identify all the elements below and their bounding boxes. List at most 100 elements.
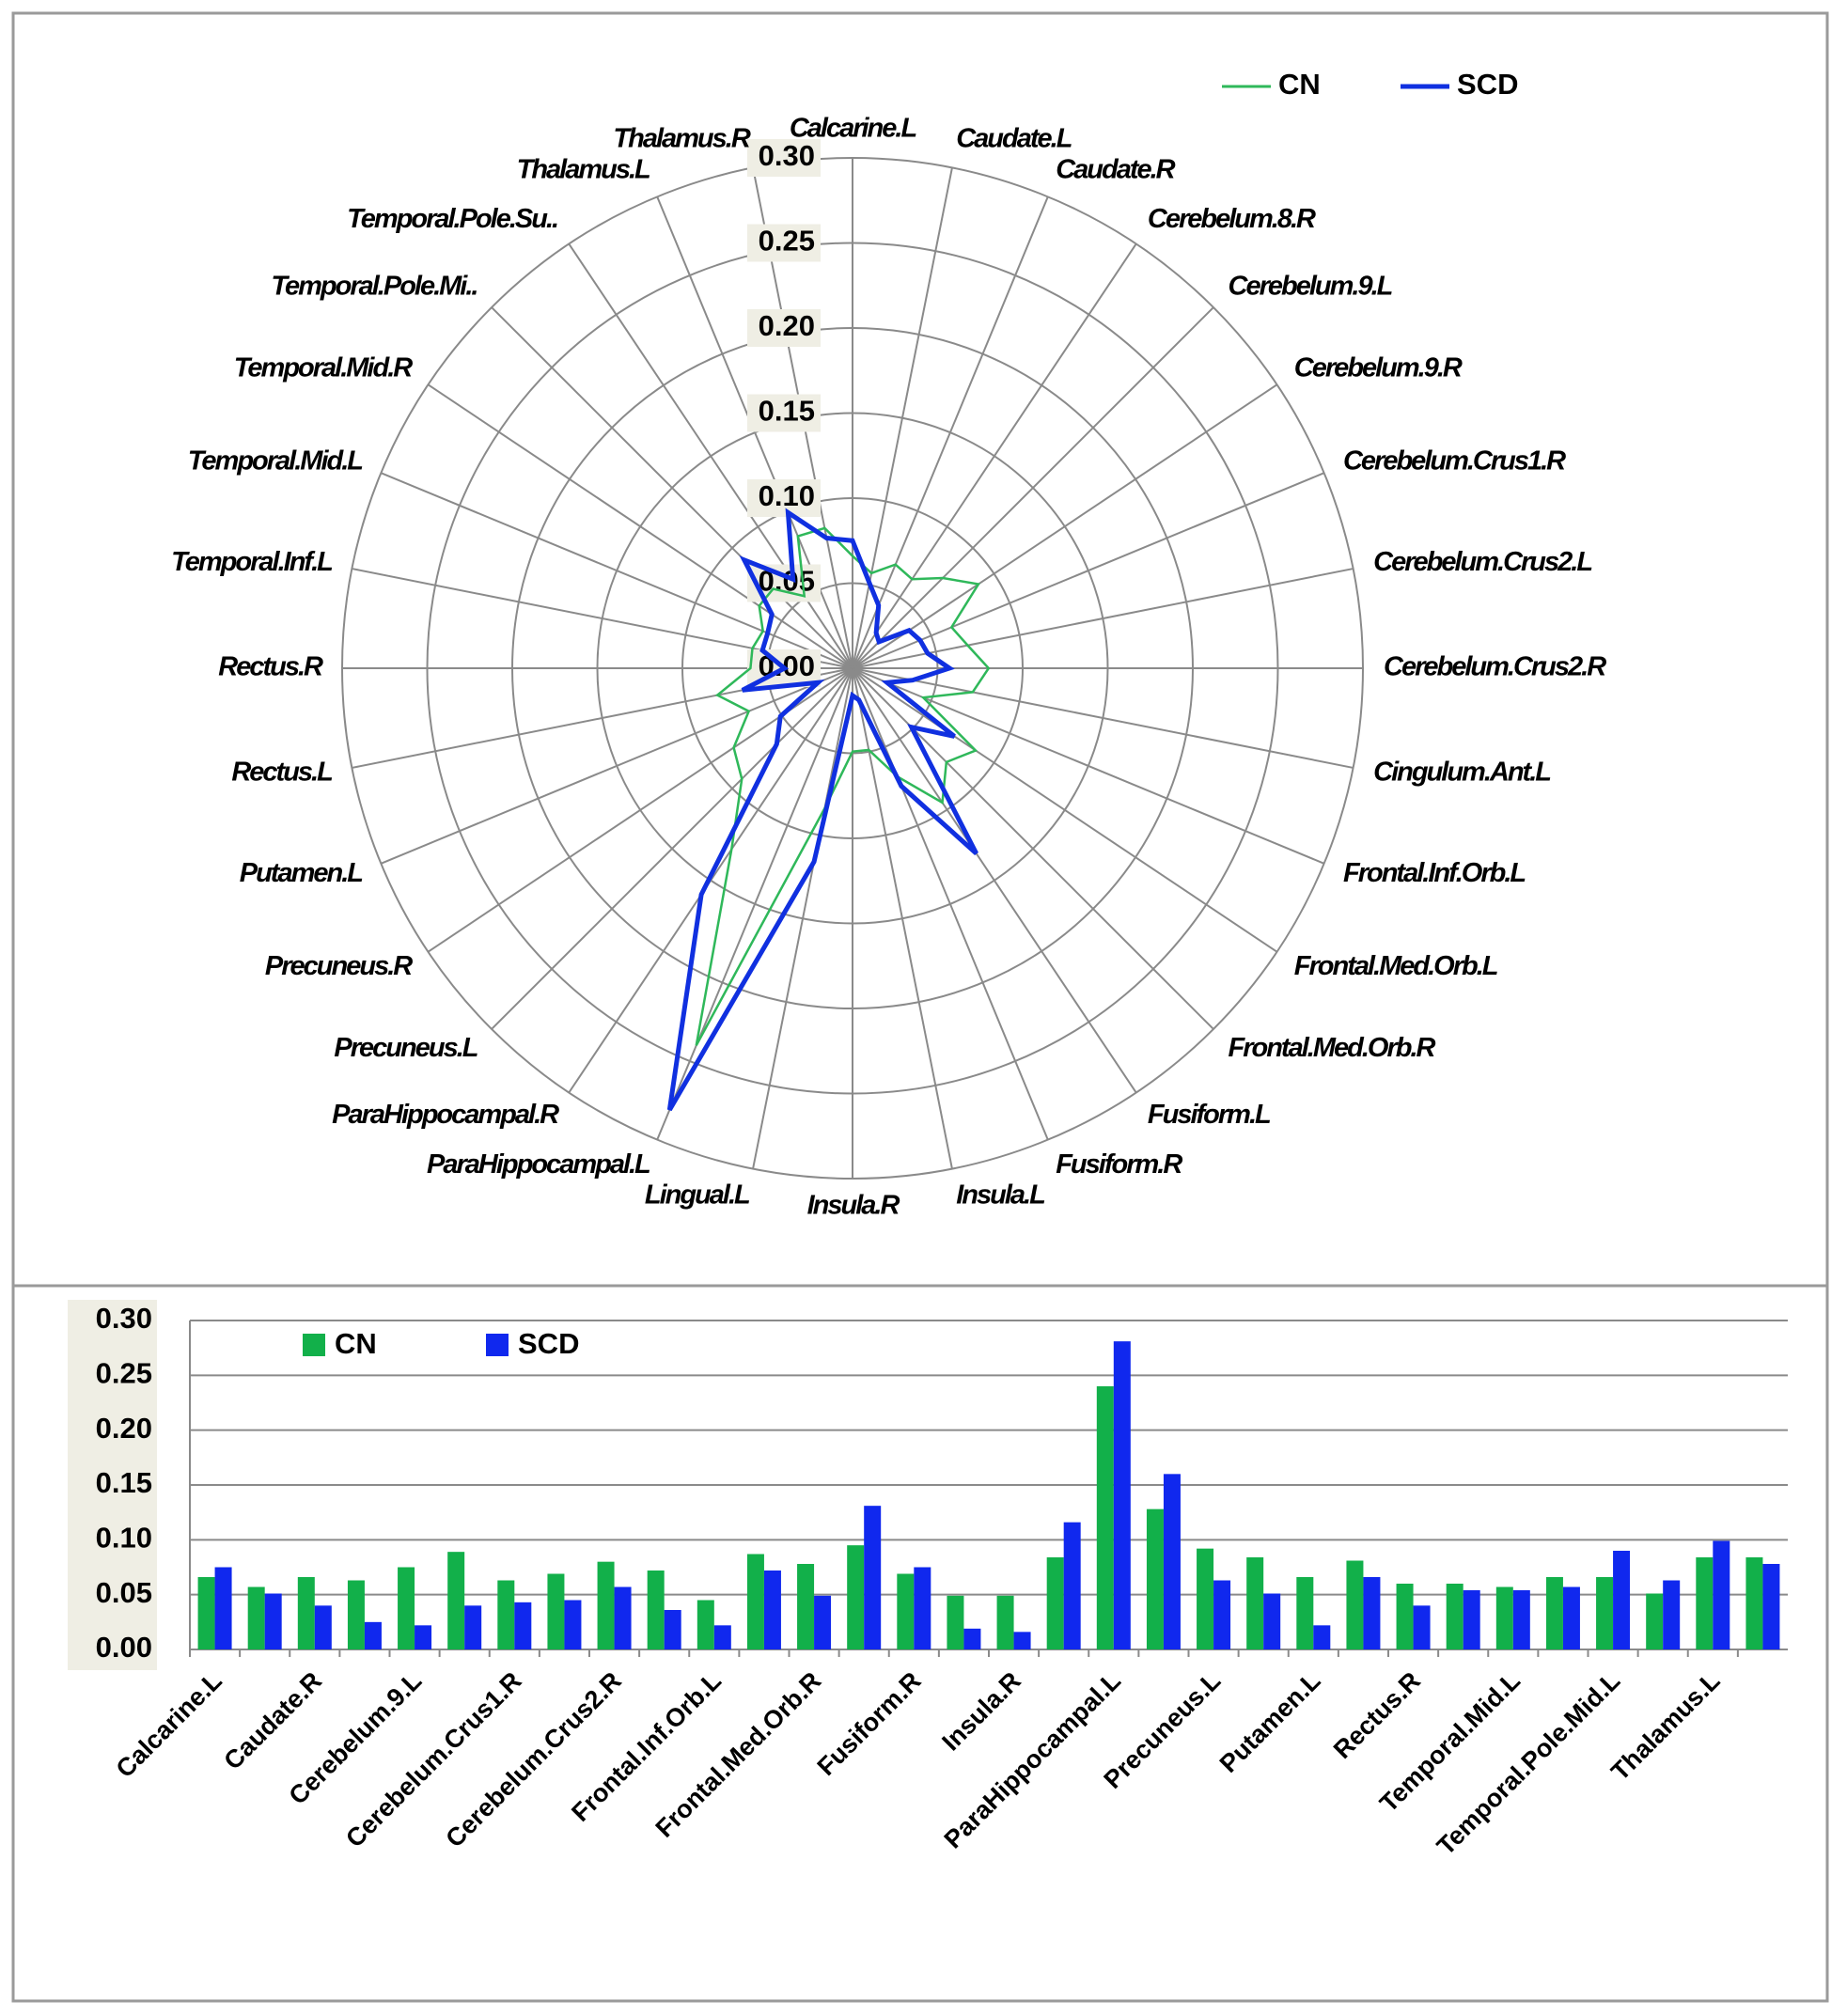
spoke	[852, 383, 1278, 669]
bar	[1495, 1586, 1513, 1649]
tick-bg	[68, 1300, 157, 1670]
bar	[1762, 1564, 1780, 1649]
tick-bg	[747, 564, 821, 602]
bar	[1346, 1560, 1364, 1649]
spoke	[380, 472, 853, 669]
y-tick-label: 0.30	[96, 1302, 152, 1335]
bar	[264, 1593, 282, 1649]
bar	[1063, 1522, 1081, 1649]
bar	[897, 1573, 915, 1649]
bar	[1713, 1540, 1730, 1649]
bar	[1613, 1551, 1631, 1649]
bar	[864, 1506, 882, 1649]
category-label: Precuneus.R	[265, 951, 413, 981]
spoke	[852, 195, 1049, 669]
bar	[1413, 1605, 1431, 1649]
bar	[1113, 1341, 1131, 1649]
bar	[347, 1580, 365, 1649]
bar	[947, 1595, 964, 1649]
category-label: Insula.L	[956, 1180, 1045, 1211]
bar	[1213, 1580, 1231, 1649]
bar	[1696, 1557, 1714, 1649]
category-label: Cerebelum.8.R	[1148, 204, 1316, 234]
bar	[664, 1610, 681, 1649]
y-tick-label: 0.10	[759, 479, 815, 512]
bar	[1096, 1386, 1114, 1649]
spoke	[852, 667, 1278, 953]
bar	[314, 1605, 332, 1649]
bar	[1197, 1548, 1214, 1649]
spoke	[852, 667, 1049, 1141]
bar	[497, 1580, 515, 1649]
bar	[914, 1567, 931, 1649]
bar	[197, 1577, 215, 1649]
bar	[214, 1567, 232, 1649]
legend-label: SCD	[1457, 68, 1518, 101]
category-label: Thalamus.L	[517, 154, 650, 184]
y-tick-label: 0.00	[96, 1631, 152, 1664]
legend-label: CN	[1278, 68, 1321, 101]
bar	[614, 1586, 632, 1649]
category-label: Cerebelum.9.R	[1294, 352, 1463, 383]
spoke	[852, 667, 1137, 1094]
bar	[364, 1621, 382, 1649]
category-label: Rectus.L	[231, 757, 333, 787]
legend-label: SCD	[518, 1327, 579, 1360]
category-label: ParaHippocampal.R	[332, 1100, 559, 1130]
y-tick-label: 0.05	[96, 1576, 152, 1609]
bar	[713, 1625, 731, 1649]
bar	[1313, 1625, 1331, 1649]
y-tick-label: 0.10	[96, 1522, 152, 1555]
tick-bg	[747, 224, 821, 262]
spoke	[656, 667, 853, 1141]
category-label: Cerebelum.Crus1.R	[1343, 445, 1566, 476]
tick-bg	[747, 479, 821, 517]
legend-label: CN	[335, 1327, 377, 1360]
spoke	[852, 306, 1214, 669]
bar	[1263, 1593, 1281, 1649]
category-label: ParaHippocampal.L	[427, 1149, 650, 1180]
bar	[1296, 1577, 1314, 1649]
category-label: Cerebelum.9.L	[1229, 271, 1393, 301]
bar	[1046, 1557, 1064, 1649]
category-label: Cerebelum.Crus2.R	[1384, 652, 1606, 682]
bar	[1013, 1632, 1031, 1649]
y-tick-label: 0.30	[759, 139, 815, 172]
spoke	[491, 306, 853, 669]
bar	[746, 1554, 764, 1649]
category-label: Lingual.L	[645, 1180, 750, 1211]
bar	[647, 1571, 665, 1649]
category-label: Calcarine.L	[790, 114, 917, 144]
bar	[797, 1564, 815, 1649]
category-label: Cerebelum.Crus2.L	[1373, 547, 1592, 577]
legend-swatch	[486, 1334, 509, 1356]
category-label: Putamen.L	[240, 858, 364, 888]
bar	[814, 1595, 832, 1649]
category-label: Caudate.L	[956, 124, 1072, 154]
bar	[1545, 1577, 1563, 1649]
category-label: Cingulum.Ant.L	[1373, 757, 1551, 787]
category-label: Temporal.Mid.R	[234, 352, 413, 383]
bar	[398, 1567, 415, 1649]
category-label: Temporal.Pole.Mi..	[271, 271, 477, 301]
tick-bg	[747, 139, 821, 177]
category-label: Fusiform.R	[1056, 1149, 1182, 1180]
category-label: Precuneus.L	[334, 1033, 477, 1063]
bar	[1396, 1584, 1414, 1649]
legend-swatch	[303, 1334, 325, 1356]
tick-bg	[747, 394, 821, 432]
category-label: Temporal.Pole.Su..	[347, 204, 557, 234]
bar	[1646, 1593, 1664, 1649]
spoke	[380, 667, 853, 865]
category-label: Rectus.R	[218, 652, 323, 682]
bar	[1163, 1474, 1181, 1649]
bar	[597, 1561, 615, 1649]
y-tick-label: 0.20	[96, 1412, 152, 1445]
category-label: Caudate.R	[1056, 154, 1175, 184]
spoke	[427, 383, 853, 669]
series-line	[666, 508, 978, 1112]
category-label: Fusiform.L	[1148, 1100, 1271, 1130]
category-label: Frontal.Inf.Orb.L	[1343, 858, 1526, 888]
bar	[464, 1605, 482, 1649]
